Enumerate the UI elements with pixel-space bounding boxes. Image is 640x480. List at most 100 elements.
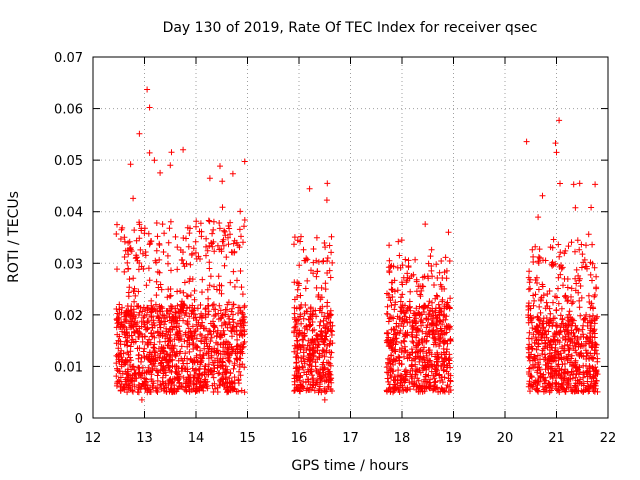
data-point: [180, 249, 186, 256]
data-point: [324, 310, 331, 317]
data-point: [227, 231, 233, 238]
data-point: [390, 384, 397, 391]
data-point: [558, 265, 565, 272]
data-point: [230, 301, 237, 308]
data-point: [557, 312, 564, 319]
data-point: [387, 263, 394, 270]
data-point: [203, 350, 210, 357]
data-point: [151, 348, 158, 354]
data-point: [574, 335, 581, 342]
data-point: [151, 363, 158, 370]
data-point: [294, 350, 301, 357]
data-point: [435, 331, 442, 338]
data-point: [191, 296, 198, 303]
data-point: [447, 364, 454, 371]
data-point: [397, 264, 404, 271]
data-point: [385, 360, 392, 367]
data-point: [438, 374, 445, 381]
y-tick-label: 0.03: [54, 257, 83, 272]
data-point: [418, 316, 425, 323]
data-point: [396, 252, 403, 259]
data-point: [227, 321, 233, 328]
data-point: [397, 298, 404, 305]
data-point: [215, 310, 222, 317]
data-point: [385, 343, 392, 350]
data-point: [121, 234, 128, 241]
data-point: [141, 313, 148, 319]
data-point: [228, 308, 235, 315]
data-point: [218, 314, 225, 321]
data-point: [159, 347, 166, 354]
data-point: [187, 378, 194, 385]
data-point: [441, 330, 448, 337]
data-point: [319, 352, 326, 359]
data-point: [326, 360, 333, 367]
data-point: [390, 331, 397, 338]
data-point: [157, 169, 164, 176]
data-point: [186, 348, 193, 355]
data-point: [170, 313, 177, 320]
data-point: [329, 328, 336, 335]
data-point: [127, 362, 133, 368]
data-point: [549, 323, 556, 330]
data-point: [404, 270, 411, 277]
data-point: [327, 274, 334, 281]
data-point: [535, 314, 541, 321]
data-point: [211, 248, 218, 255]
data-point: [550, 333, 557, 340]
data-point: [427, 376, 434, 383]
data-point: [149, 324, 156, 331]
data-point: [589, 385, 596, 392]
data-point: [552, 337, 558, 344]
data-point: [144, 86, 151, 93]
data-point: [231, 385, 238, 392]
data-point: [593, 285, 600, 292]
data-point: [557, 324, 564, 331]
data-point: [300, 378, 307, 385]
data-point: [389, 294, 396, 300]
data-point: [581, 256, 588, 263]
data-point: [125, 385, 132, 392]
data-point: [425, 275, 432, 282]
data-point: [542, 305, 549, 312]
data-point: [129, 387, 136, 394]
data-point: [393, 335, 400, 342]
data-point: [578, 241, 585, 248]
data-point: [441, 285, 448, 292]
data-point: [539, 283, 546, 290]
data-point: [190, 245, 197, 252]
data-point: [152, 349, 159, 356]
data-point: [168, 267, 174, 274]
data-point: [384, 375, 391, 382]
data-point: [166, 364, 172, 371]
data-point: [555, 285, 561, 292]
data-point: [151, 334, 158, 341]
data-point: [570, 330, 577, 336]
data-point: [151, 341, 158, 348]
data-point: [589, 277, 595, 284]
data-point: [152, 357, 159, 364]
data-point: [126, 332, 133, 339]
data-point: [583, 242, 589, 249]
data-point: [138, 358, 144, 365]
data-point: [555, 361, 562, 368]
data-point: [414, 375, 421, 382]
data-point: [236, 244, 243, 251]
data-point: [568, 285, 575, 292]
data-point: [578, 294, 585, 301]
data-point: [444, 299, 451, 306]
data-point: [237, 317, 243, 324]
data-point: [320, 322, 327, 329]
data-point: [543, 384, 550, 391]
data-point: [193, 354, 200, 361]
data-point: [178, 368, 185, 375]
data-point: [525, 286, 532, 293]
data-point: [160, 315, 167, 322]
data-point: [439, 358, 446, 365]
data-point: [551, 315, 558, 322]
data-point: [525, 300, 532, 307]
x-tick-label: 19: [445, 431, 462, 446]
data-point: [556, 253, 563, 260]
data-point: [555, 241, 562, 248]
data-point: [211, 283, 217, 290]
